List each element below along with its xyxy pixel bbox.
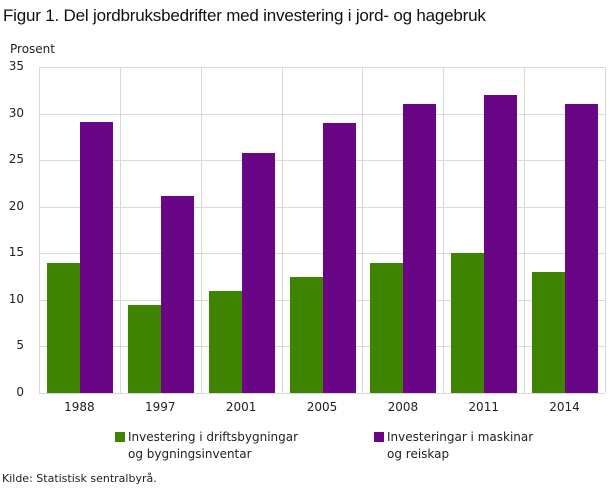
gridline-vertical bbox=[120, 67, 121, 393]
bar-1988-series2 bbox=[80, 121, 113, 393]
x-tick-label: 2001 bbox=[225, 400, 257, 414]
source-note: Kilde: Statistisk sentralbyrå. bbox=[2, 472, 157, 485]
legend-swatch-purple bbox=[374, 432, 384, 442]
plot-area bbox=[39, 67, 606, 394]
y-tick-label: 35 bbox=[8, 59, 24, 73]
gridline-vertical bbox=[282, 67, 283, 393]
bar-1997-series1 bbox=[127, 305, 161, 393]
bar-1997-series2 bbox=[160, 195, 194, 393]
bar-2014-series1 bbox=[532, 271, 566, 393]
gridline-vertical bbox=[39, 67, 40, 393]
legend-item-buildings: Investering i driftsbygningar og bygning… bbox=[115, 429, 298, 463]
y-tick-label: 25 bbox=[8, 152, 24, 167]
legend-label-line1: Investeringar i maskinar bbox=[387, 430, 534, 444]
gridline-horizontal bbox=[39, 393, 605, 394]
bar-2011-series2 bbox=[484, 94, 518, 393]
y-tick-label: 5 bbox=[16, 338, 24, 353]
y-axis-label: Prosent bbox=[10, 42, 55, 56]
y-tick-label: 15 bbox=[8, 245, 24, 260]
x-tick-label: 2014 bbox=[549, 400, 580, 414]
gridline-vertical bbox=[524, 67, 525, 393]
y-tick-label: 10 bbox=[8, 291, 24, 306]
x-tick-label: 2008 bbox=[387, 400, 419, 414]
gridline-vertical bbox=[362, 67, 363, 393]
bar-2014-series2 bbox=[565, 104, 599, 393]
gridline-horizontal bbox=[39, 206, 605, 208]
bar-2001-series2 bbox=[241, 152, 275, 393]
gridline-vertical bbox=[443, 67, 444, 393]
chart-title: Figur 1. Del jordbruksbedrifter med inve… bbox=[3, 6, 486, 25]
bar-2008-series2 bbox=[403, 104, 437, 393]
y-tick-label: 30 bbox=[8, 105, 24, 120]
bar-2008-series1 bbox=[370, 262, 404, 393]
gridline-horizontal bbox=[39, 253, 605, 255]
gridline-horizontal bbox=[39, 113, 605, 115]
legend-label-line2: og reiskap bbox=[387, 447, 450, 461]
bar-2005-series1 bbox=[289, 276, 323, 393]
gridline-horizontal bbox=[39, 67, 605, 68]
y-tick-label: 0 bbox=[16, 385, 24, 399]
gridline-vertical bbox=[201, 67, 202, 393]
bar-2011-series1 bbox=[451, 253, 485, 393]
x-tick-label: 1988 bbox=[64, 400, 95, 414]
x-tick-label: 1997 bbox=[145, 400, 176, 414]
bar-2001-series1 bbox=[208, 290, 242, 393]
x-tick-label: 2011 bbox=[468, 400, 499, 414]
gridline-horizontal bbox=[39, 160, 605, 162]
legend-swatch-green bbox=[115, 432, 125, 442]
y-tick-label: 20 bbox=[8, 198, 24, 213]
legend-label-line1: Investering i driftsbygningar bbox=[128, 430, 299, 444]
bar-1988-series1 bbox=[47, 262, 80, 393]
legend-label-line2: og bygningsinventar bbox=[128, 447, 252, 461]
x-tick-label: 2005 bbox=[306, 400, 338, 414]
bar-2005-series2 bbox=[322, 122, 356, 393]
gridline-vertical bbox=[605, 67, 606, 393]
legend-item-machinery: Investeringar i maskinar og reiskap bbox=[374, 429, 533, 463]
